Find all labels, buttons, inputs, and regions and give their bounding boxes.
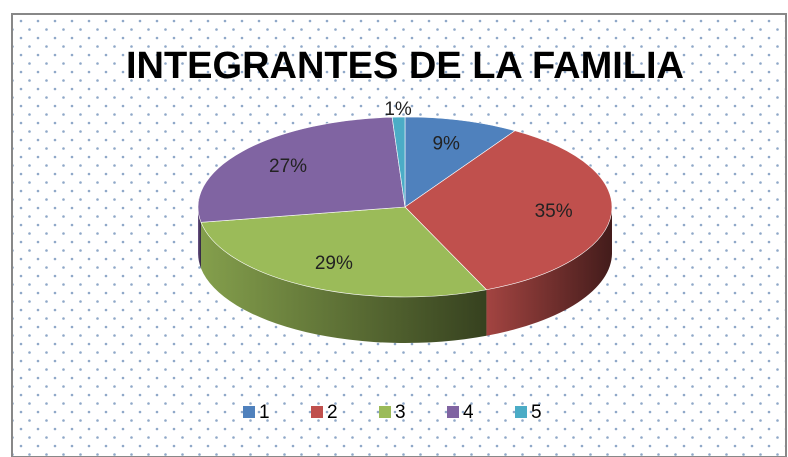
legend-label: 2 [327,402,338,423]
legend-swatch [243,406,255,418]
legend: 1 2 3 4 5 [243,402,542,423]
legend-swatch [311,406,323,418]
legend-label: 4 [463,402,474,423]
slice-side [198,207,202,269]
data-label: 27% [269,156,307,177]
legend-label: 3 [395,402,406,423]
slice [391,116,406,208]
legend-swatch [515,406,527,418]
legend-swatch [379,406,391,418]
legend-swatch [447,406,459,418]
data-label: 1% [384,99,412,120]
slice [197,116,406,223]
legend-label: 1 [259,402,270,423]
slice [200,206,488,298]
legend-label: 5 [531,402,542,423]
slice [404,116,516,208]
data-label: 35% [535,201,573,222]
pie: 9% 35% 29% 27% 1% [197,99,613,343]
slice-side [201,222,487,343]
data-label: 29% [315,253,353,274]
slice [404,130,613,291]
chart-title: INTEGRANTES DE LA FAMILIA [126,45,684,87]
slice-side [486,207,612,336]
data-label: 9% [432,134,460,155]
